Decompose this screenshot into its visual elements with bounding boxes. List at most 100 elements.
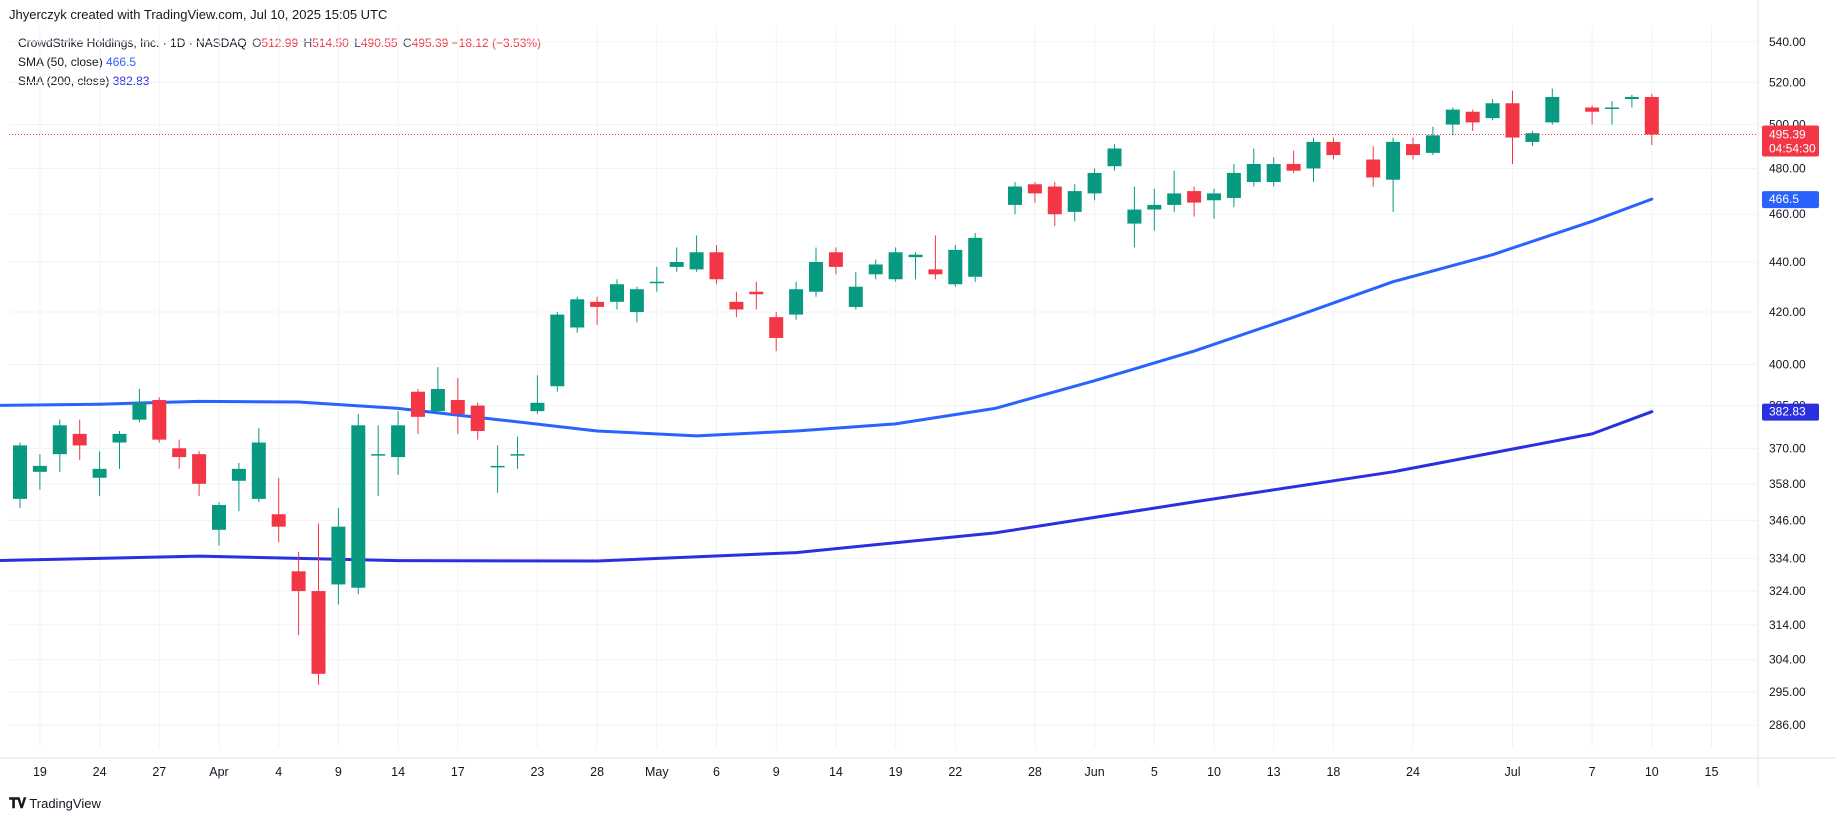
candle-body bbox=[1485, 103, 1500, 119]
candle-body bbox=[769, 317, 784, 338]
candle-body bbox=[550, 314, 565, 387]
sma200-legend-row[interactable]: SMA (200, close) 382.83 bbox=[18, 72, 541, 91]
candle bbox=[928, 235, 943, 280]
x-tick-label: 24 bbox=[93, 765, 107, 779]
candle bbox=[1605, 101, 1619, 125]
sma50-legend-row[interactable]: SMA (50, close) 466.5 bbox=[18, 53, 541, 72]
candle bbox=[1445, 107, 1460, 136]
x-tick-label: 5 bbox=[1151, 765, 1158, 779]
y-tick-label: 480.00 bbox=[1769, 161, 1806, 175]
candle-body bbox=[1605, 107, 1619, 109]
candle-body bbox=[1087, 172, 1102, 194]
candle bbox=[1008, 181, 1022, 215]
candle bbox=[968, 233, 983, 282]
candle bbox=[271, 477, 286, 543]
candle bbox=[570, 296, 585, 333]
candle-body bbox=[1306, 141, 1321, 169]
y-tick-label: 440.00 bbox=[1769, 255, 1806, 269]
candle-body bbox=[271, 514, 286, 527]
candle bbox=[331, 508, 346, 605]
candle-body bbox=[1525, 133, 1540, 142]
sma50-price-tag-value: 466.5 bbox=[1769, 192, 1799, 206]
tradingview-brand[interactable]: 𝐓𝐕 TradingView bbox=[9, 795, 101, 812]
x-tick-label: 15 bbox=[1705, 765, 1719, 779]
candle-body bbox=[152, 400, 167, 440]
low-key: L bbox=[354, 36, 361, 50]
sma200-line bbox=[0, 410, 1654, 563]
candle-body bbox=[1226, 172, 1241, 198]
candle bbox=[1306, 137, 1321, 182]
candle-body bbox=[1246, 163, 1261, 182]
candle bbox=[32, 454, 47, 490]
y-tick-label: 314.00 bbox=[1769, 618, 1806, 632]
candle bbox=[430, 367, 445, 415]
candle bbox=[1525, 131, 1540, 147]
candle-body bbox=[1326, 141, 1341, 156]
candle bbox=[172, 439, 187, 469]
candle-body bbox=[928, 269, 943, 275]
candle bbox=[749, 281, 764, 310]
x-tick-label: 24 bbox=[1406, 765, 1420, 779]
candle bbox=[490, 445, 505, 493]
sma200-price-tag-value: 382.83 bbox=[1769, 405, 1806, 419]
candle bbox=[132, 388, 147, 423]
x-tick-label: 19 bbox=[33, 765, 47, 779]
candles bbox=[13, 88, 1659, 685]
candle bbox=[669, 247, 684, 272]
candle bbox=[311, 523, 326, 685]
y-tick-label: 334.00 bbox=[1769, 551, 1806, 565]
y-tick-label: 286.00 bbox=[1769, 718, 1806, 732]
candle-body bbox=[172, 448, 187, 458]
candle-body bbox=[888, 252, 903, 280]
candle bbox=[212, 501, 226, 546]
open-key: O bbox=[252, 36, 262, 50]
candle-body bbox=[470, 405, 485, 432]
candle-body bbox=[52, 425, 67, 455]
y-tick-label: 400.00 bbox=[1769, 357, 1806, 371]
candle-body bbox=[371, 454, 386, 456]
candle-body bbox=[311, 591, 326, 674]
price-chart[interactable]: 540.00520.00500.00480.00460.00440.00420.… bbox=[0, 0, 1835, 790]
candle-body bbox=[1624, 96, 1639, 100]
candle-body bbox=[1167, 193, 1182, 205]
y-tick-label: 370.00 bbox=[1769, 441, 1806, 455]
candle-body bbox=[1406, 144, 1420, 156]
candle-body bbox=[1127, 209, 1142, 224]
open-value: 512.99 bbox=[261, 36, 299, 50]
candle-body bbox=[1445, 109, 1460, 125]
candle bbox=[13, 442, 27, 509]
x-tick-label: 17 bbox=[451, 765, 465, 779]
candle bbox=[291, 551, 306, 636]
candle bbox=[809, 247, 823, 297]
candle-body bbox=[749, 291, 764, 295]
candle-body bbox=[1047, 186, 1062, 215]
candle bbox=[828, 247, 843, 275]
candle-body bbox=[112, 433, 127, 443]
candle bbox=[112, 431, 127, 469]
candle bbox=[1027, 181, 1042, 203]
candle bbox=[1585, 105, 1600, 125]
candle bbox=[1266, 157, 1281, 187]
candle-body bbox=[132, 402, 147, 420]
candle bbox=[510, 436, 525, 469]
candle bbox=[231, 462, 246, 512]
candle bbox=[888, 247, 903, 282]
candle bbox=[1067, 184, 1082, 222]
candle-body bbox=[1366, 159, 1381, 178]
candle bbox=[789, 281, 804, 320]
x-tick-label: 10 bbox=[1645, 765, 1659, 779]
x-tick-label: 28 bbox=[590, 765, 604, 779]
countdown-tag-value: 04:54:30 bbox=[1769, 142, 1816, 156]
symbol-label: CrowdStrike Holdings, Inc. · 1D · NASDAQ bbox=[18, 36, 247, 50]
candle bbox=[1207, 188, 1221, 219]
x-tick-label: 27 bbox=[152, 765, 166, 779]
candle-body bbox=[430, 388, 445, 412]
x-tick-label: 9 bbox=[335, 765, 342, 779]
chart-legend: CrowdStrike Holdings, Inc. · 1D · NASDAQ… bbox=[18, 34, 541, 91]
candle-body bbox=[1027, 184, 1042, 194]
candle bbox=[152, 397, 167, 443]
candle-body bbox=[251, 442, 266, 499]
candle bbox=[610, 279, 624, 310]
candle-body bbox=[530, 402, 545, 412]
